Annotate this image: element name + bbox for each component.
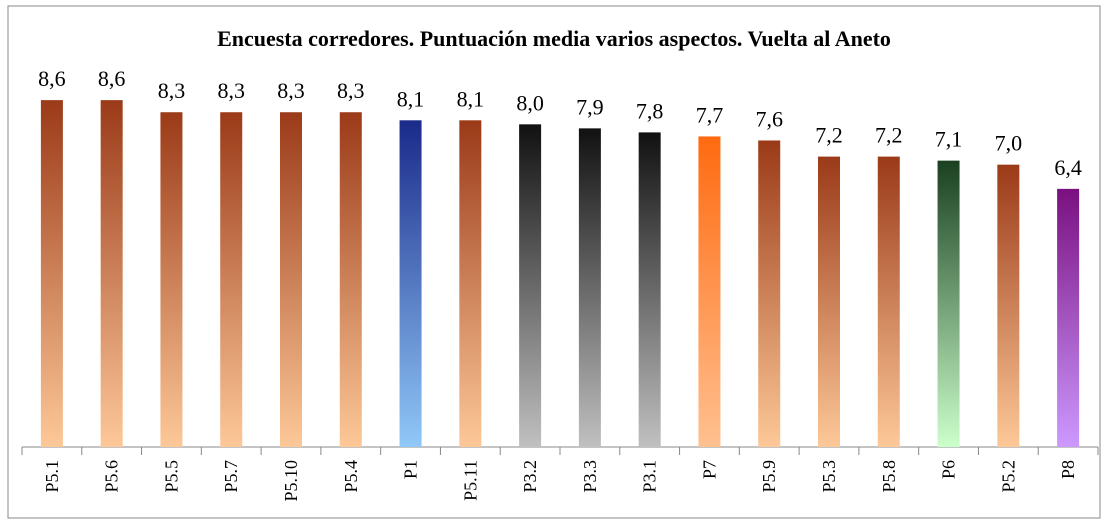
x-tick-label: P5.3 [819,460,839,493]
x-tick-label: P1 [401,460,421,479]
bar [578,128,601,447]
bar [339,112,362,447]
value-label: 8,3 [337,78,365,103]
x-tick-label: P5.7 [221,460,241,493]
chart-border [7,5,1101,519]
x-tick-label: P3.3 [580,460,600,493]
x-tick-label: P3.1 [640,460,660,493]
x-tick-label: P5.10 [281,460,301,502]
x-tick-label: P5.11 [460,460,480,501]
x-tick-label: P5.9 [759,460,779,493]
bar [937,160,960,447]
bar [818,156,840,447]
value-label: 6,4 [1054,155,1082,180]
value-label: 7,8 [636,98,664,123]
x-tick-label: P5.8 [879,460,899,493]
bar [100,100,123,447]
value-label: 7,9 [576,94,604,119]
value-label: 8,1 [397,86,425,111]
x-tick-label: P5.6 [102,460,122,493]
bar [40,100,63,447]
bar [877,156,900,447]
x-tick-label: P3.2 [520,460,540,493]
x-tick-label: P6 [939,460,959,479]
value-label: 8,1 [457,86,485,111]
bar [220,112,243,447]
x-tick-label: P5.5 [161,460,181,493]
bar [698,136,721,447]
chart-title: Encuesta corredores. Puntuación media va… [217,26,891,51]
x-tick-label: P5.4 [341,460,361,493]
bar [1057,188,1080,447]
bar [280,112,302,447]
bar [758,140,781,447]
value-label: 8,3 [217,78,245,103]
value-label: 7,6 [755,106,783,131]
value-label: 7,0 [995,131,1023,156]
value-label: 7,1 [935,127,963,152]
x-tick-label: P7 [699,460,719,479]
value-label: 7,2 [875,123,903,148]
x-tick-label: P8 [1058,460,1078,479]
bar [399,120,422,448]
value-label: 8,6 [38,66,66,91]
bar [997,164,1020,447]
value-label: 8,3 [277,78,305,103]
value-label: 8,6 [98,66,126,91]
x-tick-label: P5.2 [998,460,1018,493]
value-label: 8,0 [516,90,544,115]
value-label: 7,7 [696,102,724,127]
x-tick-label: P5.1 [42,460,62,493]
value-label: 8,3 [158,78,186,103]
value-label: 7,2 [815,123,843,148]
bar [160,112,183,447]
bar [519,124,542,447]
bar [638,132,661,447]
bar [459,120,482,448]
